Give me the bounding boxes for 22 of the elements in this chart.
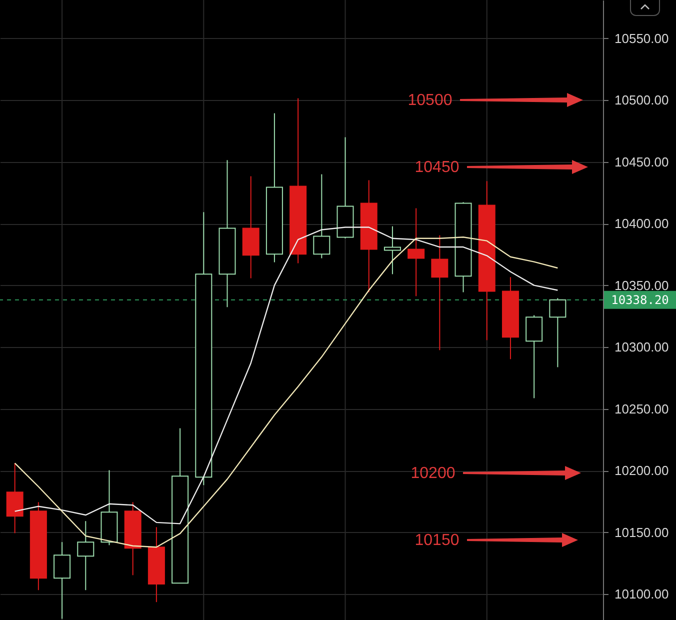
candlestick (431, 234, 448, 351)
candlestick (77, 520, 94, 591)
y-tick-label: 10250.00 (614, 401, 669, 416)
annotation: 10150 (414, 532, 460, 549)
y-tick-label: 10200.00 (614, 463, 669, 478)
y-tick-label: 10350.00 (614, 278, 669, 293)
annotation: 10450 (414, 159, 460, 176)
candlestick (549, 298, 566, 368)
candlestick (6, 462, 24, 534)
y-tick-label: 10100.00 (614, 586, 669, 602)
y-tick-label: 10500.00 (614, 92, 669, 108)
candlestick (313, 174, 330, 259)
ref-line-label: 10338.20 (611, 292, 669, 307)
y-tick-label: 10450.00 (614, 154, 669, 170)
candlestick (526, 314, 543, 399)
y-tick-label: 10150.00 (614, 524, 669, 540)
y-tick-label: 10400.00 (614, 216, 669, 232)
annotation: 10500 (408, 92, 452, 109)
y-tick-label: 10550.00 (614, 30, 669, 46)
y-tick-label: 10300.00 (614, 340, 669, 355)
candlestick (408, 208, 425, 297)
annotation: 10200 (410, 465, 456, 482)
